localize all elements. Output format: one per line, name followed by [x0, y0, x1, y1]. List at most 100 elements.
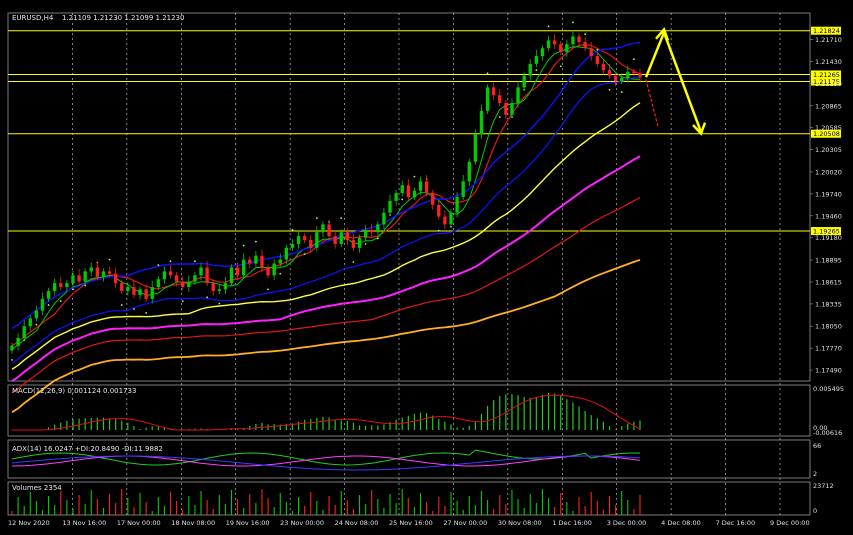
candle-body: [101, 271, 106, 277]
psar-dot: [559, 65, 562, 68]
price-tick-label: 1.17770: [815, 345, 842, 353]
psar-dot: [547, 25, 550, 28]
time-tick-label: 9 Dec 00:00: [770, 519, 810, 527]
ma-red-slow: [11, 197, 641, 394]
time-tick-label: 30 Nov 08:00: [498, 519, 542, 527]
panel-frame-price: [7, 12, 811, 382]
psar-dot: [169, 260, 172, 263]
psar-dot: [181, 300, 184, 303]
ohlc-header: 1.21109 1.21230 1.21099 1.21230: [62, 14, 184, 22]
candle-body: [546, 40, 551, 49]
psar-dot: [133, 308, 135, 310]
candle-body: [315, 232, 319, 248]
price-tick-label: 1.21710: [815, 36, 842, 44]
psar-dot: [364, 243, 367, 245]
price-axis: 1.21710 1.21430 1.21150 1.20865 1.20585 1.203…: [810, 36, 842, 375]
candle-body: [113, 273, 118, 284]
psar-dot: [145, 311, 148, 314]
adx-tick-label: 66: [813, 442, 821, 450]
level-tag-label: 1.21175: [813, 78, 840, 86]
candle-body: [321, 224, 325, 233]
candle-body: [638, 73, 642, 78]
candle-body: [138, 289, 142, 295]
candle-body: [290, 243, 295, 248]
volumes-label: Volumes 2354: [12, 484, 62, 492]
candle-body: [534, 56, 539, 64]
forecast-arrowhead-down: [692, 122, 707, 136]
candle-body: [498, 95, 502, 104]
symbol-header: EURUSD,H4: [12, 14, 54, 22]
candle-body: [595, 56, 599, 64]
candle-body: [248, 259, 252, 264]
candle-body: [65, 283, 69, 288]
candle-body: [388, 200, 392, 213]
candle-body: [443, 216, 447, 225]
candle-body: [552, 40, 557, 45]
level-tag: [811, 227, 841, 236]
psar-dot: [620, 91, 623, 93]
psar-dot: [315, 217, 318, 220]
volume-tick-label: 0: [813, 507, 817, 515]
psar-dot: [72, 288, 74, 291]
candle-body: [370, 229, 374, 233]
psar-dot: [11, 358, 13, 361]
time-tick-label: 27 Nov 00:00: [443, 519, 487, 527]
adx-panel: 66 2: [11, 442, 821, 478]
adx-line: [11, 455, 641, 471]
candle-body: [168, 271, 173, 276]
psar-dot: [59, 300, 62, 303]
ma-yellow: [11, 102, 641, 370]
candle-body: [217, 289, 221, 291]
panel-frames: [7, 12, 811, 516]
macd-tick-label: 0.00: [813, 424, 827, 432]
psar-dot: [340, 217, 343, 220]
candle-body: [504, 103, 508, 115]
price-tick-label: 1.21430: [815, 58, 842, 66]
psar-dot: [84, 284, 87, 287]
psar-dot: [413, 175, 416, 178]
candle-body: [351, 240, 356, 248]
candle-body: [510, 103, 514, 115]
macd-label: MACD(12,26,9) 0.001124 0.001733: [12, 387, 136, 395]
candle-body: [522, 75, 526, 88]
price-tick-label: 1.17490: [815, 367, 842, 375]
price-tick-label: 1.19740: [815, 190, 842, 198]
candle-body: [382, 212, 386, 225]
psar-dot: [608, 88, 611, 91]
psar-dot: [108, 258, 111, 261]
ma-lower-band: [11, 76, 641, 364]
time-tick-label: 23 Nov 00:00: [280, 519, 324, 527]
candle-body: [485, 87, 490, 111]
candle-body: [254, 255, 258, 264]
time-axis: 12 Nov 2020 13 Nov 16:00 17 Nov 00:00 18 No…: [8, 519, 810, 527]
forecast-arrow-alt: [645, 79, 659, 127]
time-tick-label: 1 Dec 16:00: [552, 519, 592, 527]
candle-body: [144, 289, 148, 299]
time-tick-label: 18 Nov 08:00: [171, 519, 215, 527]
candle-body: [345, 232, 350, 241]
psar-dot: [206, 296, 209, 299]
candle-body: [22, 326, 26, 338]
psar-dot: [47, 304, 50, 306]
price-tick-label: 1.20305: [815, 146, 842, 154]
candle-body: [309, 240, 313, 248]
candle-body: [34, 310, 39, 319]
psar-dot: [352, 261, 355, 263]
level-tag: [811, 129, 841, 138]
candle-body: [59, 283, 63, 288]
macd-panel: 0.005495 0.00-0.00616: [11, 385, 844, 437]
psar-dot: [303, 253, 306, 256]
candles: [10, 30, 642, 354]
candle-body: [516, 87, 520, 104]
candle-body: [272, 263, 276, 276]
candle-body: [412, 190, 417, 197]
candle-body: [77, 275, 81, 282]
candle-body: [601, 63, 606, 71]
candle-body: [235, 267, 240, 276]
price-tick-label: 1.20585: [815, 124, 842, 132]
forecast-arrows: [644, 26, 707, 136]
candle-body: [559, 44, 563, 53]
